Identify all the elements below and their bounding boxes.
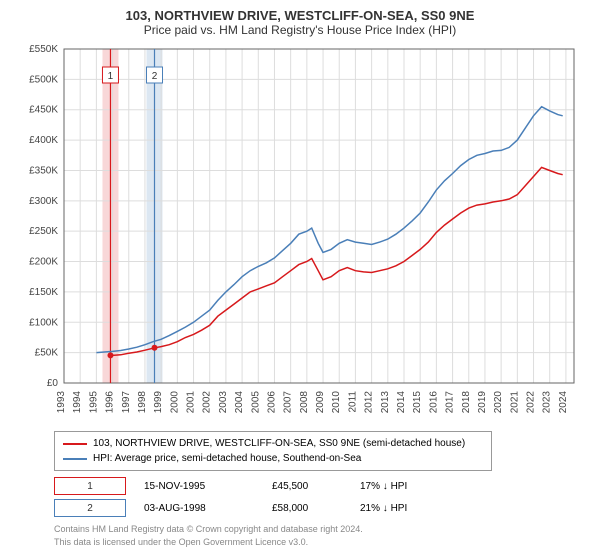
svg-text:1995: 1995: [88, 391, 99, 414]
sale-price: £58,000: [272, 503, 342, 514]
svg-text:1: 1: [108, 71, 114, 82]
svg-text:2019: 2019: [477, 391, 488, 414]
svg-text:2018: 2018: [461, 391, 472, 414]
chart-title: 103, NORTHVIEW DRIVE, WESTCLIFF-ON-SEA, …: [10, 8, 590, 23]
svg-text:2011: 2011: [347, 391, 358, 413]
svg-text:2010: 2010: [331, 391, 342, 414]
legend-item: HPI: Average price, semi-detached house,…: [63, 451, 483, 466]
legend: 103, NORTHVIEW DRIVE, WESTCLIFF-ON-SEA, …: [54, 431, 492, 471]
svg-text:2000: 2000: [169, 391, 180, 414]
svg-text:1996: 1996: [105, 391, 116, 414]
footer: Contains HM Land Registry data © Crown c…: [54, 523, 590, 548]
svg-text:2020: 2020: [493, 391, 504, 414]
chart-plot: £0 £50K £100K £150K £200K £250K £300K £350K £400…: [20, 43, 580, 423]
svg-text:2013: 2013: [380, 391, 391, 414]
svg-text:2023: 2023: [542, 391, 553, 414]
svg-text:1993: 1993: [56, 391, 67, 414]
sale-date: 03-AUG-1998: [144, 503, 254, 514]
svg-text:£150K: £150K: [29, 287, 58, 298]
sale-pct: 21% ↓ HPI: [360, 503, 430, 514]
svg-text:£0: £0: [47, 378, 59, 389]
svg-text:2003: 2003: [218, 391, 229, 414]
svg-text:2006: 2006: [266, 391, 277, 414]
svg-text:£400K: £400K: [29, 135, 58, 146]
svg-text:2016: 2016: [428, 391, 439, 414]
svg-text:2012: 2012: [364, 391, 375, 414]
svg-text:2007: 2007: [283, 391, 294, 414]
svg-text:£550K: £550K: [29, 44, 58, 55]
chart-subtitle: Price paid vs. HM Land Registry's House …: [10, 23, 590, 37]
svg-text:£450K: £450K: [29, 105, 58, 116]
svg-text:2002: 2002: [202, 391, 213, 414]
sale-badge: 1: [54, 477, 126, 495]
svg-text:2021: 2021: [509, 391, 520, 414]
svg-text:£250K: £250K: [29, 226, 58, 237]
svg-text:£50K: £50K: [35, 348, 59, 359]
sales-table: 1 15-NOV-1995 £45,500 17% ↓ HPI 2 03-AUG…: [54, 477, 590, 517]
svg-text:2024: 2024: [558, 391, 569, 414]
svg-text:1999: 1999: [153, 391, 164, 414]
svg-text:1994: 1994: [72, 391, 83, 414]
svg-text:1997: 1997: [121, 391, 132, 414]
svg-text:£350K: £350K: [29, 165, 58, 176]
legend-label: HPI: Average price, semi-detached house,…: [93, 451, 361, 466]
sale-row: 2 03-AUG-1998 £58,000 21% ↓ HPI: [54, 499, 590, 517]
footer-line: This data is licensed under the Open Gov…: [54, 536, 590, 549]
svg-text:2015: 2015: [412, 391, 423, 414]
legend-label: 103, NORTHVIEW DRIVE, WESTCLIFF-ON-SEA, …: [93, 436, 465, 451]
svg-text:2009: 2009: [315, 391, 326, 414]
svg-text:£200K: £200K: [29, 257, 58, 268]
legend-item: 103, NORTHVIEW DRIVE, WESTCLIFF-ON-SEA, …: [63, 436, 483, 451]
svg-text:£300K: £300K: [29, 196, 58, 207]
svg-text:£100K: £100K: [29, 317, 58, 328]
svg-text:2017: 2017: [445, 391, 456, 414]
svg-text:1998: 1998: [137, 391, 148, 414]
legend-swatch: [63, 443, 87, 445]
sale-price: £45,500: [272, 481, 342, 492]
svg-text:£500K: £500K: [29, 74, 58, 85]
chart-svg: £0 £50K £100K £150K £200K £250K £300K £350K £400…: [20, 43, 580, 423]
svg-text:2014: 2014: [396, 391, 407, 414]
sale-row: 1 15-NOV-1995 £45,500 17% ↓ HPI: [54, 477, 590, 495]
svg-text:2022: 2022: [526, 391, 537, 414]
sale-badge: 2: [54, 499, 126, 517]
footer-line: Contains HM Land Registry data © Crown c…: [54, 523, 590, 536]
svg-text:2001: 2001: [186, 391, 197, 414]
svg-text:2: 2: [152, 71, 158, 82]
svg-text:2008: 2008: [299, 391, 310, 414]
svg-text:2005: 2005: [250, 391, 261, 414]
chart-container: 103, NORTHVIEW DRIVE, WESTCLIFF-ON-SEA, …: [0, 0, 600, 560]
sale-pct: 17% ↓ HPI: [360, 481, 430, 492]
sale-date: 15-NOV-1995: [144, 481, 254, 492]
legend-swatch: [63, 458, 87, 460]
svg-text:2004: 2004: [234, 391, 245, 414]
